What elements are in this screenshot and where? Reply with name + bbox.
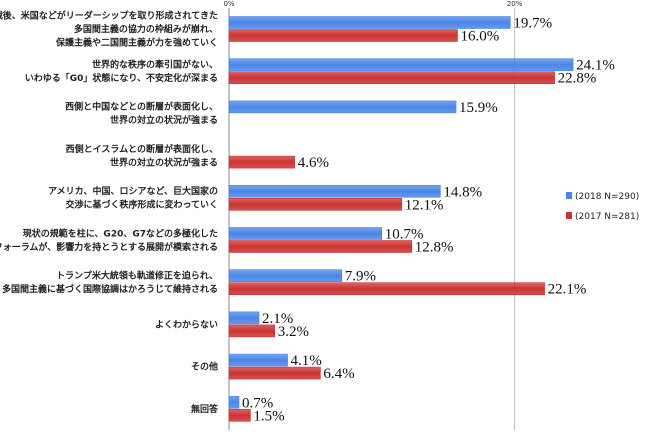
- category-label-line: 交渉に基づく秩序形成に変わっていく: [65, 199, 218, 211]
- bar-2018: [228, 227, 383, 240]
- category-label-line: 現状の規範を柱に、G20、G7などの多極化した: [23, 227, 218, 239]
- category-label: トランプ米大統領も軌道修正を迫られ、多国間主義に基づく国際協調はかろうじて維持さ…: [2, 269, 218, 295]
- category-label-line: いわゆる「G0」状態になり、不安定化が深まる: [25, 72, 218, 84]
- category-label-line: フォーラムが、影響力を持とうとする展開が模索される: [0, 241, 218, 253]
- data-label: 7.9%: [345, 269, 376, 285]
- data-label: 6.4%: [323, 366, 354, 382]
- category-label-line: アメリカ、中国、ロシアなど、巨大国家の: [48, 185, 218, 197]
- category-label-line: トランプ米大統領も軌道修正を迫られ、: [56, 269, 218, 281]
- legend-label: (2017 N=281): [575, 212, 639, 222]
- category-label-line: 西側とイスラムとの断層が表面化し、: [66, 143, 218, 155]
- data-label: 10.7%: [385, 227, 424, 243]
- category-label-line: 西側と中国などとの断層が表面化し、: [65, 101, 218, 113]
- category-label: 現状の規範を柱に、G20、G7などの多極化したフォーラムが、影響力を持とうとする…: [0, 227, 218, 253]
- bar-2018: [228, 311, 260, 325]
- data-label: 4.1%: [291, 353, 322, 369]
- category-label-line: 世界の対立の状況が強まる: [110, 114, 218, 126]
- bar-2017: [228, 155, 295, 169]
- category-label-line: その他: [191, 361, 218, 373]
- category-label: 世界的な秩序の牽引国がない、いわゆる「G0」状態になり、不安定化が深まる: [25, 58, 218, 84]
- data-label: 19.7%: [513, 16, 552, 32]
- category-label: 戦後、米国などがリーダーシップを取り形成されてきた多国間主義の協力の枠組みが崩れ…: [0, 10, 218, 49]
- category-label: その他: [191, 361, 218, 373]
- bar-2017: [228, 324, 275, 338]
- bar-2018: [228, 269, 343, 283]
- bars: [228, 16, 574, 422]
- bar-2017: [228, 198, 403, 211]
- category-label: 西側と中国などとの断層が表面化し、世界の対立の状況が強まる: [65, 101, 218, 127]
- category-labels: 戦後、米国などがリーダーシップを取り形成されてきた多国間主義の協力の枠組みが崩れ…: [0, 10, 219, 415]
- category-label-line: 世界的な秩序の牽引国がない、: [92, 58, 218, 70]
- data-label: 14.8%: [443, 184, 482, 200]
- category-label-line: 戦後、米国などがリーダーシップを取り形成されてきた: [0, 10, 218, 22]
- bar-2018: [228, 100, 457, 114]
- grid: [228, 8, 516, 430]
- data-label: 22.1%: [548, 282, 587, 298]
- legend-label: (2018 N=290): [575, 192, 639, 202]
- category-label-line: 保護主義や二国間主義が力を強めていく: [55, 37, 218, 49]
- data-label: 12.1%: [405, 197, 444, 213]
- legend-swatch: [566, 212, 572, 219]
- category-label: よくわからない: [155, 319, 218, 330]
- x-tick-label: 0%: [223, 0, 234, 8]
- category-label: 西側とイスラムとの断層が表面化し、世界の対立の状況が強まる: [66, 143, 218, 169]
- data-label: 24.1%: [576, 58, 615, 74]
- category-label-line: 無回答: [191, 403, 219, 415]
- data-label: 16.0%: [460, 29, 499, 45]
- x-axis-ticks: 0% 20%: [223, 0, 522, 8]
- category-label-line: 多国間主義の協力の枠組みが崩れ、: [74, 23, 218, 35]
- category-label: アメリカ、中国、ロシアなど、巨大国家の交渉に基づく秩序形成に変わっていく: [48, 185, 218, 211]
- bar-2017: [228, 29, 458, 42]
- data-label: 4.6%: [298, 155, 329, 171]
- category-label: 無回答: [191, 403, 219, 415]
- bar-2017: [228, 366, 321, 380]
- bar-2017: [228, 71, 555, 84]
- bar-2018: [228, 16, 511, 29]
- bar-2018: [228, 185, 441, 198]
- bar-2017: [228, 282, 545, 296]
- legend: (2018 N=290) (2017 N=281): [566, 192, 639, 222]
- bar-2018: [228, 58, 574, 72]
- data-label: 12.8%: [415, 240, 454, 256]
- legend-swatch: [566, 192, 572, 199]
- category-label-line: よくわからない: [155, 319, 218, 330]
- bar-2017: [228, 408, 251, 422]
- data-label: 2.1%: [262, 311, 293, 327]
- bar-2018: [228, 353, 288, 367]
- data-label: 1.5%: [253, 408, 284, 424]
- value-labels: 19.7% 24.1% 15.9% 14.8% 10.7% 7.9% 2.1% 4.1% 0.7…: [242, 16, 615, 425]
- data-label: 15.9%: [459, 100, 498, 116]
- bar-2017: [228, 240, 413, 253]
- category-label-line: 世界の対立の状況が強まる: [110, 156, 218, 168]
- bar-2018: [228, 395, 240, 409]
- x-tick-label: 20%: [507, 0, 523, 8]
- data-label: 0.7%: [242, 395, 273, 411]
- data-label: 22.8%: [558, 71, 597, 87]
- category-label-line: 多国間主義に基づく国際協調はかろうじて維持される: [2, 283, 218, 295]
- data-label: 3.2%: [278, 324, 309, 340]
